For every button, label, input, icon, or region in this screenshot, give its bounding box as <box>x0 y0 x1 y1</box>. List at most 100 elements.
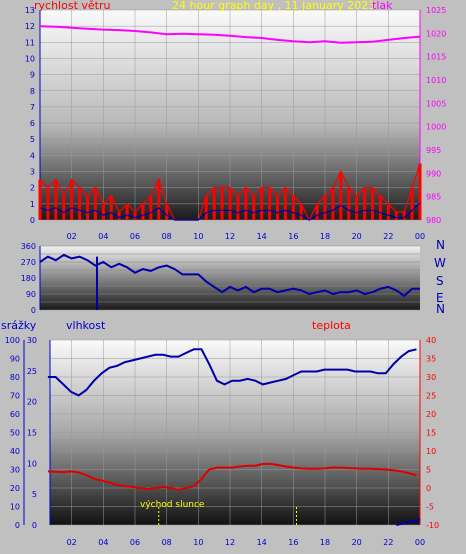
wind-y-tick: 2 <box>30 184 35 193</box>
temp-y-tick: -5 <box>426 503 434 512</box>
humidity-x-tick: 22 <box>383 538 393 547</box>
direction-y-tick: 180 <box>21 274 36 283</box>
wind-x-tick: 20 <box>352 232 362 241</box>
temp-y-tick: 30 <box>426 373 436 382</box>
wind-x-tick: 10 <box>193 232 203 241</box>
humidity-x-tick: 02 <box>67 538 77 547</box>
wind-x-tick: 06 <box>130 232 140 241</box>
avg-wind-line <box>39 202 421 221</box>
temp-y-tick: 35 <box>426 355 436 364</box>
humidity-x-tick: 08 <box>162 538 172 547</box>
wind-y-tick: 0 <box>30 216 35 225</box>
rain-y-tick: 90 <box>10 355 20 364</box>
pressure-y-tick: 990 <box>426 169 441 178</box>
wind-y-tick: 13 <box>25 6 35 15</box>
temperature-series-line <box>47 462 417 491</box>
pressure-y-tick: 1020 <box>426 29 446 38</box>
pressure-y-tick: 1025 <box>426 6 446 15</box>
wind-y-tick: 6 <box>30 119 35 128</box>
humidity-x-tick: 10 <box>193 538 203 547</box>
wind-x-tick: 08 <box>162 232 172 241</box>
humidity-y-tick: 5 <box>32 490 37 499</box>
humidity-x-tick: 12 <box>225 538 235 547</box>
wind-label: rychlost větru <box>34 0 111 12</box>
humidity-x-tick: 16 <box>288 538 298 547</box>
humidity-y-tick: 25 <box>27 367 37 376</box>
wind-series-line <box>39 163 421 222</box>
sunrise-label: východ slunce <box>140 500 205 510</box>
wind-x-tick: 14 <box>257 232 267 241</box>
wind-y-tick: 4 <box>30 151 35 160</box>
rain-y-tick: 30 <box>10 466 20 475</box>
humidity-x-tick: 00 <box>415 538 425 547</box>
humidity-y-tick: 20 <box>27 398 37 407</box>
pressure-series-line <box>39 25 421 44</box>
humidity-x-tick: 04 <box>98 538 108 547</box>
rain-y-tick: 40 <box>10 447 20 456</box>
rain-y-tick: 60 <box>10 410 20 419</box>
humidity-series-line <box>47 348 417 397</box>
humidity-y-tick: 30 <box>27 336 37 345</box>
temp-y-tick: 0 <box>426 484 431 493</box>
wind-x-tick: 18 <box>320 232 330 241</box>
pressure-y-tick: 995 <box>426 146 441 155</box>
rain-y-tick: 20 <box>10 484 20 493</box>
humidity-label: vlhkost <box>66 319 106 332</box>
pressure-label: tlak <box>372 0 393 12</box>
wind-y-tick: 5 <box>30 135 35 144</box>
direction-series-line <box>39 253 420 298</box>
temp-y-tick: 25 <box>426 392 436 401</box>
compass-w: W <box>434 256 446 270</box>
pressure-y-tick: 1000 <box>426 123 446 132</box>
humidity-y-tick: 15 <box>27 429 37 438</box>
rain-y-tick: 50 <box>10 429 20 438</box>
wind-x-tick: 02 <box>67 232 77 241</box>
compass-n2: N <box>436 302 445 316</box>
compass-n1: N <box>436 238 445 252</box>
temp-y-tick: 15 <box>426 429 436 438</box>
pressure-y-tick: 1015 <box>426 53 446 62</box>
humidity-y-tick: 0 <box>32 521 37 530</box>
wind-y-tick: 1 <box>30 200 35 209</box>
wind-x-tick: 00 <box>415 232 425 241</box>
direction-y-tick: 90 <box>26 290 36 299</box>
humidity-y-tick: 10 <box>27 459 37 468</box>
rain-y-tick: 100 <box>5 336 20 345</box>
wind-y-tick: 3 <box>30 168 35 177</box>
pressure-y-tick: 1010 <box>426 76 446 85</box>
temp-y-tick: 5 <box>426 466 431 475</box>
temp-y-tick: 40 <box>426 336 436 345</box>
compass-s: S <box>436 274 444 288</box>
rain-y-tick: 10 <box>10 503 20 512</box>
direction-y-tick: 270 <box>21 258 36 267</box>
pressure-y-tick: 980 <box>426 216 441 225</box>
rain-label: srážky <box>1 319 37 332</box>
pressure-y-tick: 985 <box>426 193 441 202</box>
compass-e: E <box>436 291 444 305</box>
temp-y-tick: 10 <box>426 447 436 456</box>
temp-y-tick: -10 <box>426 521 439 530</box>
pressure-y-tick: 1005 <box>426 99 446 108</box>
temperature-label: teplota <box>312 319 351 332</box>
wind-y-tick: 9 <box>30 71 35 80</box>
wind-x-tick: 16 <box>288 232 298 241</box>
rain-y-tick: 70 <box>10 392 20 401</box>
wind-x-tick: 12 <box>225 232 235 241</box>
direction-y-tick: 360 <box>21 242 36 251</box>
chart-title: 24 hour graph day , 11 January 2023 <box>172 0 376 12</box>
rain-y-tick: 80 <box>10 373 20 382</box>
humidity-x-tick: 06 <box>130 538 140 547</box>
wind-y-tick: 7 <box>30 103 35 112</box>
rain-y-tick: 0 <box>15 521 20 530</box>
wind-y-tick: 8 <box>30 87 35 96</box>
wind-y-tick: 10 <box>25 54 35 63</box>
wind-x-tick: 22 <box>383 232 393 241</box>
wind-y-tick: 12 <box>25 22 35 31</box>
wind-x-tick: 04 <box>98 232 108 241</box>
direction-y-tick: 0 <box>31 306 36 315</box>
humidity-x-tick: 20 <box>352 538 362 547</box>
rain-series-line <box>396 518 421 526</box>
temp-y-tick: 20 <box>426 410 436 419</box>
